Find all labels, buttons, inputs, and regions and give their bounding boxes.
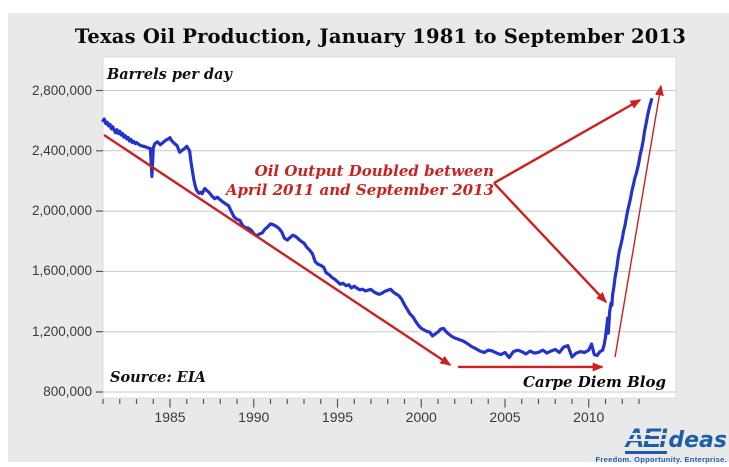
x-tick-label: 2005 bbox=[477, 409, 533, 425]
annotation-line-2: April 2011 and September 2013 bbox=[200, 181, 494, 200]
y-tick-label: 2,000,000 bbox=[4, 203, 92, 218]
x-tick-label: 1985 bbox=[142, 409, 198, 425]
credit-note: Carpe Diem Blog bbox=[480, 373, 666, 391]
y-tick-label: 1,600,000 bbox=[4, 263, 92, 278]
source-note: Source: EIA bbox=[110, 369, 206, 386]
chart-title: Texas Oil Production, January 1981 to Se… bbox=[36, 25, 725, 48]
y-tick-label: 800,000 bbox=[4, 384, 92, 399]
annotation-callout: Oil Output Doubled between April 2011 an… bbox=[200, 162, 494, 199]
x-tick-label: 1990 bbox=[226, 409, 282, 425]
x-tick-label: 1995 bbox=[310, 409, 366, 425]
x-tick-label: 2010 bbox=[561, 409, 617, 425]
y-axis-unit-label: Barrels per day bbox=[107, 66, 232, 83]
y-tick-label: 2,400,000 bbox=[4, 143, 92, 158]
logo-aei-letters: AEI bbox=[625, 426, 668, 454]
logo-tagline: Freedom. Opportunity. Enterprise. bbox=[596, 455, 727, 464]
y-tick-label: 1,200,000 bbox=[4, 324, 92, 339]
logo-ideas-letters: deas bbox=[668, 428, 727, 454]
y-tick-label: 2,800,000 bbox=[4, 83, 92, 98]
annotation-line-1: Oil Output Doubled between bbox=[200, 162, 494, 181]
x-tick-label: 2000 bbox=[393, 409, 449, 425]
